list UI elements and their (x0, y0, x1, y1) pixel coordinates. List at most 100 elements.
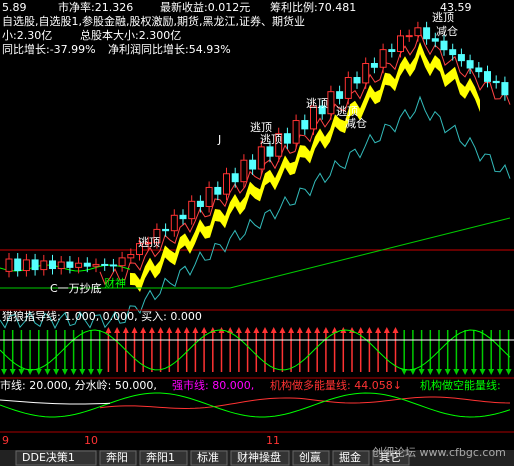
candle (292, 120, 300, 144)
guide-line (0, 329, 511, 371)
energy-line (99, 396, 511, 409)
tab-bar: DDE决策1 奔阳 奔阳1 标准 财神操盘 创赢 掘金 其它 (0, 450, 514, 466)
arrow-head (427, 369, 434, 375)
tab-label[interactable]: 其它 (379, 450, 401, 464)
candle (249, 159, 257, 170)
candle (475, 67, 483, 73)
candle (196, 200, 204, 207)
arrow-head (131, 327, 138, 333)
ma-line (0, 95, 511, 330)
tab-label[interactable]: 奔阳1 (146, 451, 175, 464)
candle (266, 146, 274, 157)
energy-line (0, 392, 511, 418)
tab[interactable] (230, 450, 290, 466)
arrow-head (444, 369, 451, 375)
tab[interactable] (15, 450, 97, 466)
arrow-head (35, 369, 42, 375)
arrow-head (166, 327, 173, 333)
arrow-head (157, 327, 164, 333)
watermark: 创细论坛 www.cfbgc.com (372, 445, 506, 459)
tab-label[interactable]: DDE决策1 (22, 450, 75, 464)
arrow-head (44, 369, 51, 375)
candle (362, 63, 370, 84)
arrow-head (53, 369, 60, 375)
tab-label[interactable]: 创赢 (299, 450, 321, 464)
signal: 减仓 (345, 116, 367, 130)
panel2-legend: 猎狼指导线: 1.000, 0.000, 买入: 0.000 (2, 309, 202, 323)
candle (57, 261, 65, 270)
signal: 逃顶 (336, 105, 358, 118)
candle (240, 159, 248, 183)
arrow-head (288, 327, 295, 333)
candle (214, 186, 222, 195)
bottom-signal: C一万抄底 (50, 281, 102, 295)
signal: 逃顶 (432, 11, 454, 24)
arrow-head (496, 369, 503, 375)
candle (162, 228, 170, 232)
panel3-legend: 市线: 20.000, 分水岭: 50.000, (0, 378, 157, 392)
price: 5.89 (2, 1, 27, 14)
candle (327, 91, 335, 115)
arrow-head (383, 327, 390, 333)
arrow-head (175, 327, 181, 333)
candle (405, 35, 413, 38)
arrow-head (505, 369, 512, 375)
candle (101, 263, 109, 266)
tab-label[interactable]: 奔阳 (106, 451, 128, 464)
float-cap: 小:2.30亿 (2, 29, 52, 42)
arrow-head (96, 369, 103, 375)
arrow-head (114, 327, 121, 333)
tab[interactable] (139, 450, 188, 466)
growth: 同比增长:-37.99% (2, 42, 96, 56)
arrow-head (183, 327, 190, 333)
tab-label[interactable]: 标准 (197, 450, 219, 464)
candle (83, 262, 91, 267)
candle (144, 242, 152, 245)
arrow-head (253, 327, 260, 333)
arrow-head (462, 369, 469, 375)
candle (14, 258, 22, 272)
candle (153, 228, 161, 244)
tab-label[interactable]: 财神操盘 (237, 450, 281, 464)
arrow-head (270, 327, 277, 333)
profit-growth: 净利润同比增长:54.93% (108, 42, 231, 56)
candle (440, 40, 448, 51)
candle (170, 214, 178, 232)
arrow-head (192, 327, 199, 333)
candle (257, 146, 265, 170)
arrow-head (453, 369, 460, 375)
tab[interactable] (332, 450, 370, 466)
x-label: 9 (2, 434, 9, 447)
tab-label[interactable]: 掘金 (339, 450, 361, 464)
candle (318, 105, 326, 115)
candle (109, 264, 117, 267)
candle (188, 200, 196, 220)
candle (492, 80, 500, 84)
arrow-head (18, 369, 25, 375)
arrow-head (148, 327, 155, 333)
sectors: 自选股,自选股1,参股金融,股权激励,期货,黑龙江,证券、期货业 (2, 14, 305, 28)
arrow-head (305, 327, 312, 333)
tab[interactable] (190, 450, 228, 466)
candle (414, 27, 422, 37)
arrow-head (244, 327, 251, 333)
tab[interactable] (372, 450, 410, 466)
tab[interactable] (292, 450, 330, 466)
candle (127, 254, 135, 259)
signal: 逃顶 (250, 121, 272, 134)
candle (205, 186, 213, 207)
candle (223, 173, 230, 195)
energy-line (0, 399, 111, 405)
pb: 市净率:21.326 (58, 0, 133, 14)
arrow-head (401, 369, 408, 375)
candle (22, 259, 30, 272)
arrow-head (70, 369, 77, 375)
candle (40, 260, 48, 271)
signal: 逃顶 (260, 133, 282, 146)
tab[interactable] (99, 450, 137, 466)
candle (118, 257, 126, 267)
arrow-head (418, 369, 425, 375)
eps: 最新收益:0.012元 (160, 0, 250, 14)
